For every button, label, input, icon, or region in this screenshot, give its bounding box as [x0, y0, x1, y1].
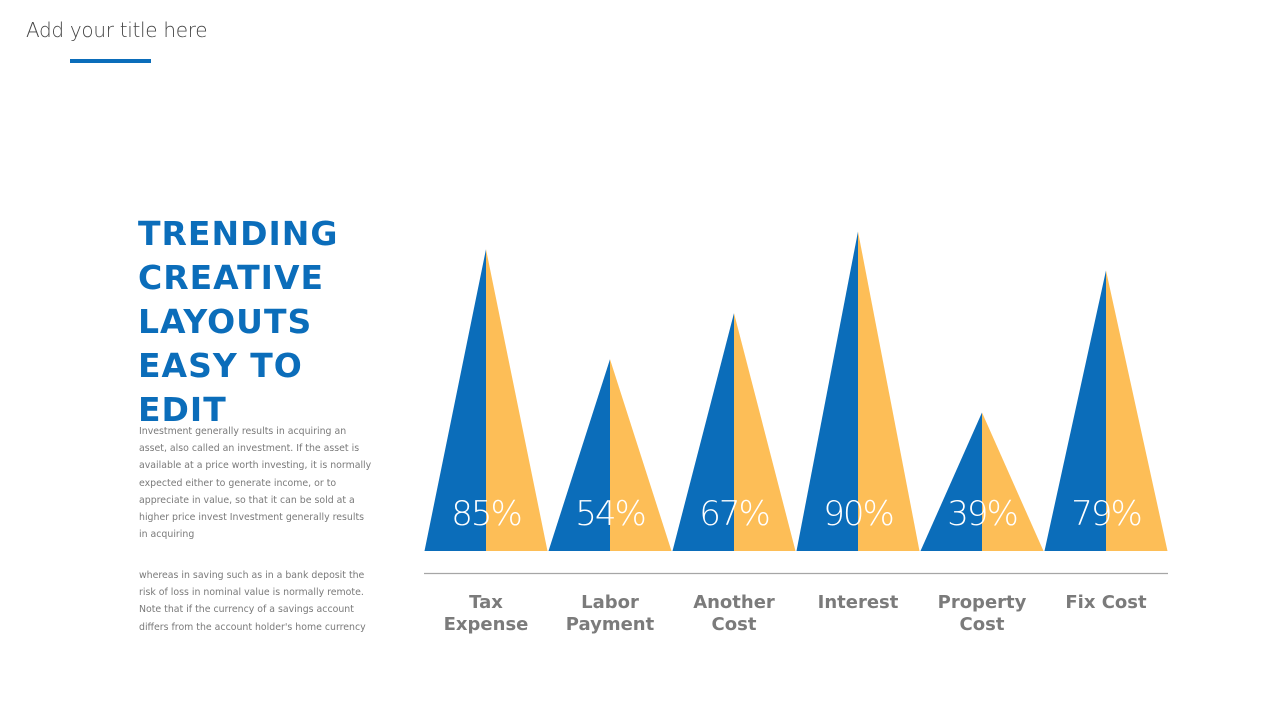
category-label: Labor	[581, 592, 639, 613]
category-label: Cost	[960, 614, 1005, 635]
triangle-left-half	[796, 231, 858, 551]
heading: TRENDING CREATIVE LAYOUTS EASY TO EDIT	[138, 212, 378, 432]
category-label: Cost	[712, 614, 757, 635]
triangle-right-half	[982, 412, 1044, 551]
triangle-left-half	[424, 249, 486, 551]
value-label: 85%	[451, 494, 521, 534]
value-label: 90%	[823, 494, 893, 534]
heading-line: EASY TO	[138, 346, 303, 385]
value-label: 79%	[1071, 494, 1141, 534]
category-label: Interest	[818, 592, 899, 613]
category-label: Property	[938, 592, 1027, 613]
triangle-right-half	[610, 359, 672, 551]
heading-line: TRENDING	[138, 214, 339, 253]
triangle-left-half	[548, 359, 610, 551]
value-label: 39%	[947, 494, 1017, 534]
category-label: Fix Cost	[1065, 592, 1147, 613]
triangle-right-half	[858, 231, 920, 551]
triangle-bar: 90% Interest	[796, 231, 920, 613]
triangle-right-half	[734, 313, 796, 551]
triangle-right-half	[1106, 270, 1168, 551]
slide-title: Add your title here	[26, 18, 208, 42]
value-label: 67%	[699, 494, 769, 534]
triangle-left-half	[920, 412, 982, 551]
triangle-left-half	[672, 313, 734, 551]
heading-line: LAYOUTS	[138, 302, 313, 341]
triangle-right-half	[486, 249, 548, 551]
triangle-bar: 79% Fix Cost	[1044, 270, 1168, 613]
triangle-left-half	[1044, 270, 1106, 551]
heading-line: CREATIVE	[138, 258, 325, 297]
title-underline	[70, 59, 151, 63]
body-paragraph-2: whereas in saving such as in a bank depo…	[139, 570, 366, 633]
body-paragraph-1: Investment generally results in acquirin…	[139, 426, 372, 541]
category-label: Expense	[444, 614, 529, 635]
category-label: Tax	[469, 592, 503, 613]
category-label: Another	[693, 592, 775, 613]
heading-line: EDIT	[138, 390, 227, 429]
category-label: Payment	[566, 614, 655, 635]
value-label: 54%	[575, 494, 645, 534]
